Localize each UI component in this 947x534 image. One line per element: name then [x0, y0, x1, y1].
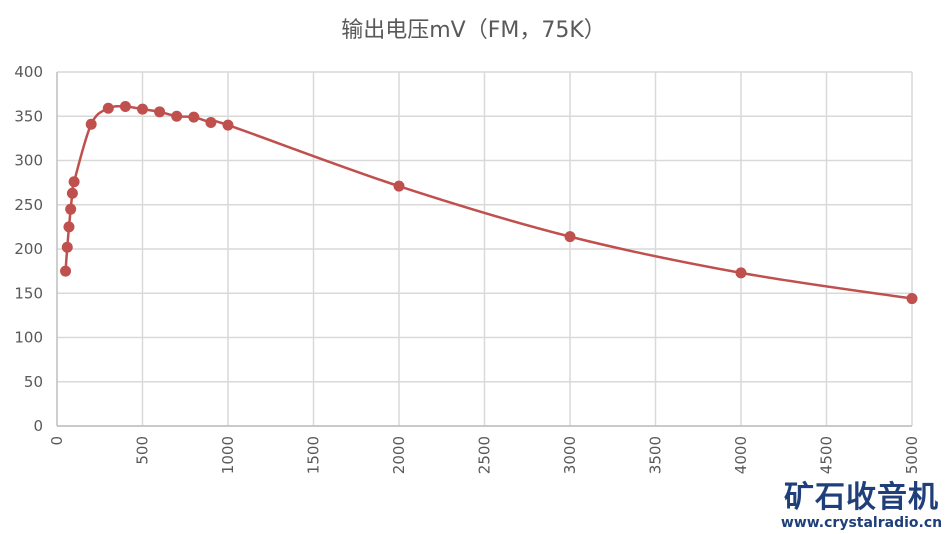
watermark-logo: 矿石收音机 www.crystalradio.cn [776, 481, 947, 532]
y-tick-label: 200 [14, 240, 43, 258]
data-point [102, 102, 114, 114]
y-tick-label: 50 [24, 373, 43, 391]
y-tick-label: 0 [33, 417, 43, 435]
x-tick-label: 3500 [647, 436, 665, 474]
x-tick-label: 1500 [305, 436, 323, 474]
watermark-name: 矿石收音机 [784, 480, 939, 515]
data-point [119, 101, 131, 113]
data-point [60, 265, 72, 277]
x-tick-label: 0 [48, 436, 66, 446]
y-tick-label: 100 [14, 329, 43, 347]
x-tick-label: 2000 [390, 436, 408, 474]
y-tick-label: 250 [14, 196, 43, 214]
y-tick-label: 400 [14, 63, 43, 81]
data-point [171, 110, 183, 122]
x-tick-label: 500 [134, 436, 152, 465]
watermark-url: www.crystalradio.cn [780, 515, 943, 531]
data-point [564, 231, 576, 243]
data-point [906, 293, 918, 305]
series-line [64, 104, 913, 300]
data-point [188, 111, 200, 123]
chart-title: 输出电压mV（FM，75K） [341, 18, 606, 43]
data-point [66, 187, 78, 199]
data-point [137, 103, 148, 115]
x-tick-label: 2500 [476, 436, 494, 474]
x-tick-label: 4500 [818, 436, 836, 474]
data-point [85, 118, 97, 130]
y-tick-label: 300 [14, 152, 43, 170]
data-point [63, 221, 75, 233]
data-point [735, 267, 747, 279]
x-tick-label: 3000 [561, 436, 579, 474]
data-point [205, 116, 217, 128]
y-tick-label: 350 [14, 107, 43, 125]
x-tick-label: 4000 [732, 436, 750, 474]
y-tick-label: 150 [14, 284, 43, 302]
data-point [222, 119, 234, 131]
data-point [65, 203, 77, 215]
data-point [68, 176, 80, 188]
data-point [61, 241, 73, 253]
data-point [393, 180, 405, 192]
data-point [154, 106, 166, 118]
x-tick-label: 1000 [219, 436, 237, 474]
x-tick-label: 5000 [903, 436, 921, 474]
